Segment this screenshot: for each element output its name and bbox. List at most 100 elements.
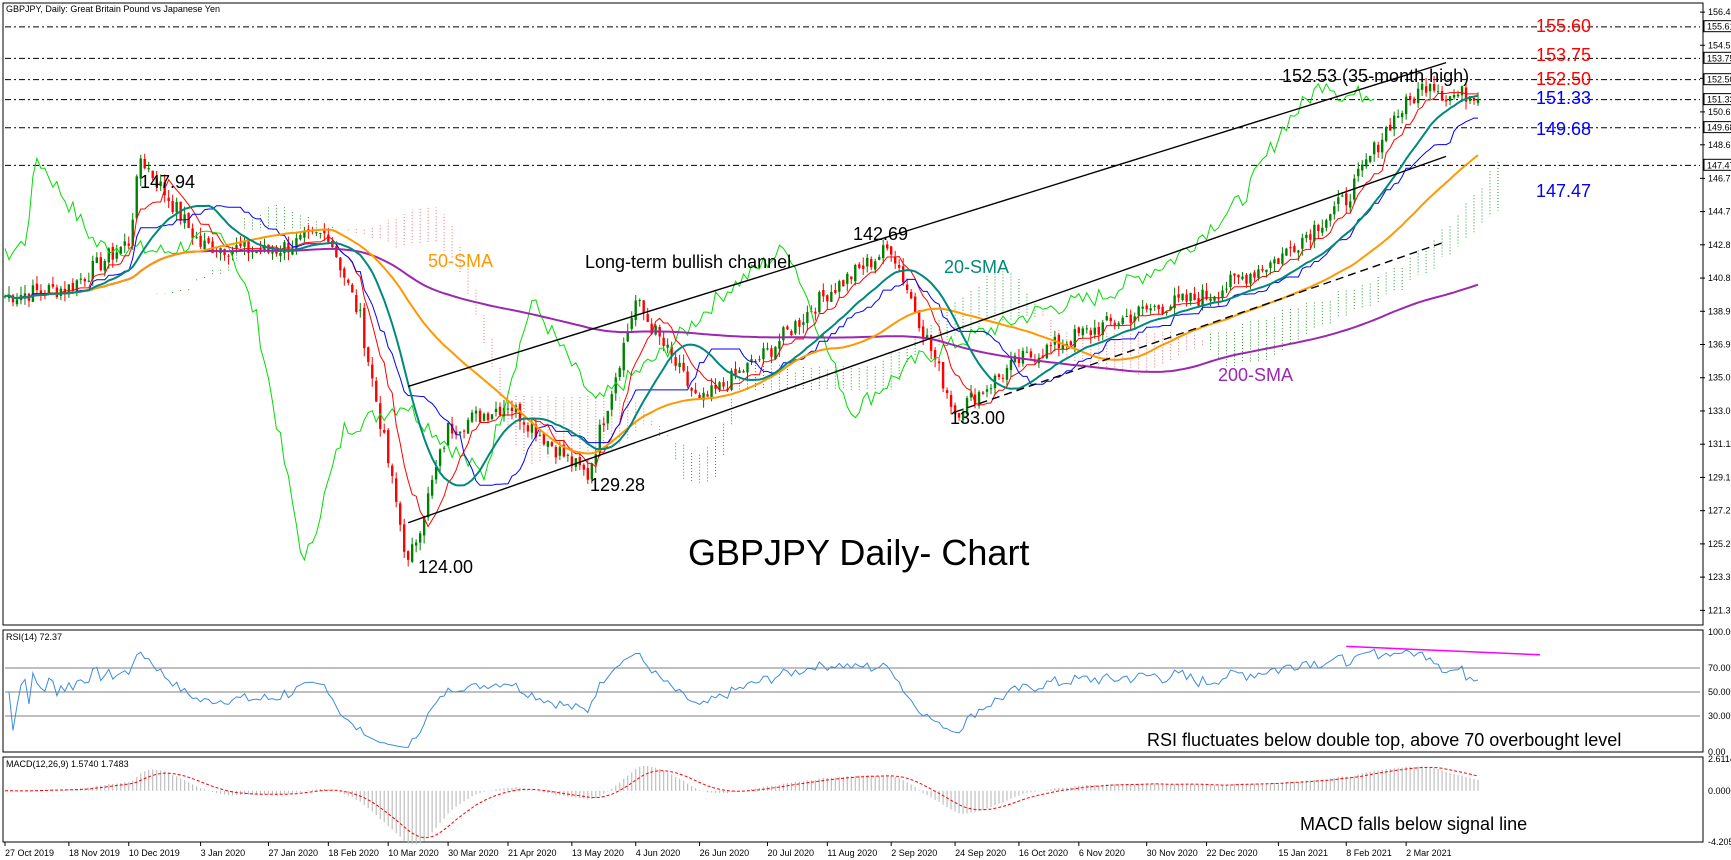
candle-body [1377, 144, 1380, 153]
candle-body [59, 288, 63, 296]
candle-body [422, 517, 426, 536]
candle-body [446, 422, 450, 446]
candle-body [718, 382, 721, 390]
candle-body [103, 261, 106, 271]
price-tick-label: 154.520 [1708, 40, 1731, 50]
candle-body [822, 289, 825, 297]
date-tick-label: 2 Mar 2021 [1406, 848, 1452, 858]
date-tick-label: 15 Jan 2021 [1278, 848, 1328, 858]
candle-body [634, 300, 637, 321]
candle-body [1448, 96, 1452, 102]
candle-body [1381, 139, 1384, 153]
level-152-50: 152.50 [1536, 69, 1591, 89]
candle-body [949, 395, 953, 407]
candle-body [1424, 86, 1428, 93]
candle-body [1253, 272, 1256, 278]
sma20-line [4, 94, 1479, 487]
candle-body [1468, 96, 1472, 102]
bullish-channel [407, 61, 1447, 524]
candle-body [83, 278, 87, 282]
candle-body [1472, 98, 1476, 101]
candle-body [730, 370, 733, 390]
candle-body [534, 424, 538, 438]
candle-body [347, 279, 350, 283]
date-tick-label: 16 Oct 2020 [1019, 848, 1068, 858]
candle-body [678, 362, 681, 368]
candle-body [147, 168, 150, 170]
candle-body [462, 430, 466, 432]
candle-body [131, 219, 134, 246]
candle-body [706, 394, 709, 397]
date-tick-label: 11 Aug 2020 [827, 848, 877, 858]
candle-body [442, 447, 446, 449]
candle-body [973, 394, 977, 405]
candle-body [941, 362, 945, 389]
price-box-label: 149.687 [1707, 123, 1731, 133]
rsi-tick-label: 70.00 [1708, 663, 1731, 673]
candle-body [1221, 290, 1224, 298]
date-tick-label: 2 Sep 2020 [891, 848, 937, 858]
macd-note: MACD falls below signal line [1300, 814, 1527, 834]
candle-body [762, 348, 765, 360]
candle-body [1301, 237, 1304, 249]
candle-body [227, 255, 230, 257]
candle-body [1089, 330, 1092, 335]
candle-body [315, 232, 318, 234]
candle-body [925, 335, 929, 338]
candle-body [207, 238, 210, 243]
candle-body [1293, 246, 1296, 253]
candle-body [666, 344, 669, 348]
candle-body [558, 447, 562, 456]
candle-body [1213, 296, 1216, 301]
candle-body [1137, 306, 1140, 316]
candle-body [235, 245, 238, 249]
support-trend-line [954, 240, 1447, 413]
candle-body [1317, 225, 1320, 232]
level-153-75: 153.75 [1536, 45, 1591, 65]
candle-body [339, 257, 342, 271]
candle-body [538, 435, 542, 437]
candle-body [1153, 305, 1156, 307]
date-tick-label: 6 Nov 2020 [1079, 848, 1125, 858]
candle-body [746, 362, 749, 373]
candle-body [99, 257, 102, 271]
macd-tick-label: 0.0000 [1708, 786, 1731, 796]
candle-body [367, 347, 370, 363]
candle-body [890, 246, 893, 255]
candle-body [1013, 355, 1017, 362]
candle-body [1133, 316, 1136, 322]
price-tick-label: 127.210 [1708, 506, 1731, 516]
candle-body [594, 454, 597, 465]
price-tick-label: 131.110 [1708, 439, 1731, 449]
candle-body [1193, 293, 1196, 300]
candle-body [1117, 323, 1120, 325]
candle-body [682, 362, 685, 371]
candle-body [1045, 344, 1049, 359]
candle-body [71, 282, 75, 291]
candle-body [1077, 327, 1081, 334]
candle-body [1440, 90, 1444, 101]
macd-tick-label: -4.2053 [1708, 837, 1731, 847]
candle-body [1057, 334, 1061, 349]
rsi-tick-label: 0.00 [1708, 747, 1726, 757]
candle-body [239, 243, 242, 247]
candle-body [686, 371, 689, 386]
candle-body [1081, 328, 1084, 336]
level-155-60: 155.60 [1536, 16, 1591, 36]
candle-body [1017, 357, 1021, 364]
candle-body [1245, 274, 1248, 284]
candle-body [1145, 305, 1148, 310]
candle-body [1392, 115, 1396, 130]
candle-body [806, 312, 809, 323]
candle-body [434, 466, 438, 480]
candle-body [674, 357, 677, 366]
candle-body [191, 228, 194, 239]
candle-body [35, 283, 39, 291]
candle-body [1049, 345, 1053, 347]
candle-body [379, 403, 382, 429]
candle-body [1125, 315, 1128, 317]
candle-body [862, 265, 865, 269]
candle-body [582, 464, 586, 470]
label-133-00: 133.00 [950, 408, 1005, 428]
